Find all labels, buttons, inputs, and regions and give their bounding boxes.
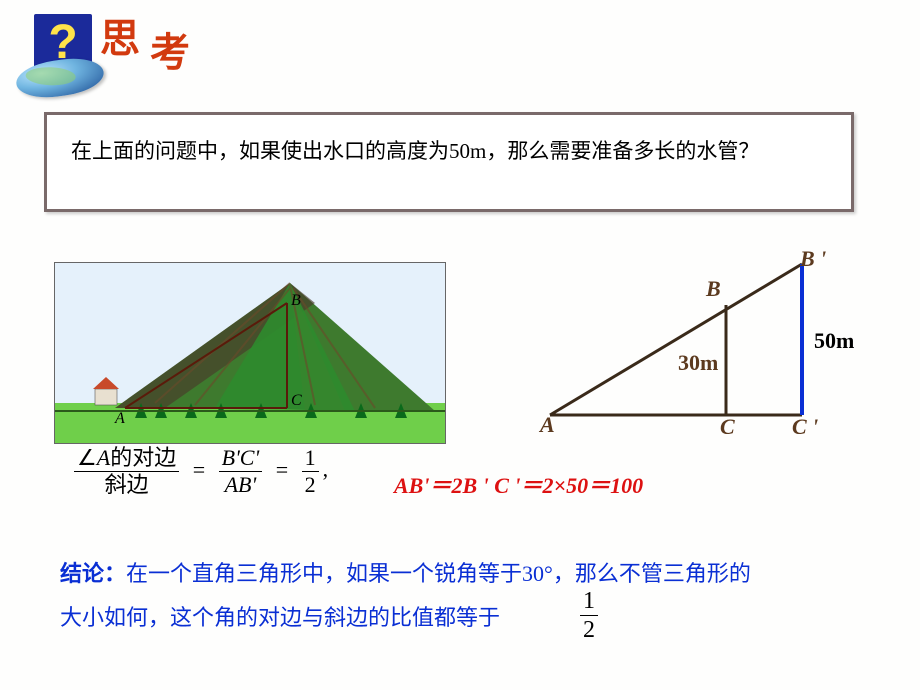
globe-icon xyxy=(14,54,106,102)
label-30m: 30m xyxy=(678,350,718,376)
conclusion-line2: 大小如何，这个角的对边与斜边的比值都等于 xyxy=(60,605,500,630)
fraction-half: 1 2 xyxy=(576,588,602,644)
question-text: 在上面的问题中，如果使出水口的高度为50m，那么需要准备多长的水管？ xyxy=(71,135,827,168)
formula-ratio: ∠A的对边 斜边 = B'C' AB' = 1 2 , xyxy=(70,446,328,497)
title-char-1: 思 xyxy=(100,16,140,61)
label-A: A xyxy=(540,412,555,438)
label-B: B xyxy=(706,276,721,302)
question-box: 在上面的问题中，如果使出水口的高度为50m，那么需要准备多长的水管？ xyxy=(44,112,854,212)
svg-text:A: A xyxy=(114,410,125,427)
label-50m: 50m xyxy=(814,328,854,354)
label-Cprime: C ' xyxy=(792,414,818,440)
triangle-diagram: A B B ' C C ' 30m 50m xyxy=(520,250,860,450)
title-char-2: 考 xyxy=(150,20,190,78)
label-C: C xyxy=(720,414,735,440)
conclusion-line1: 在一个直角三角形中，如果一个锐角等于30°，那么不管三角形的 xyxy=(126,561,751,586)
svg-text:B: B xyxy=(291,292,301,309)
formula-red: AB'＝2B ' C '＝2×50＝100 xyxy=(394,468,643,500)
svg-text:C: C xyxy=(291,392,302,409)
slide-title: 思考 xyxy=(100,6,180,64)
conclusion-label: 结论： xyxy=(60,561,126,586)
label-Bprime: B ' xyxy=(800,246,826,272)
conclusion-text: 结论：在一个直角三角形中，如果一个锐角等于30°，那么不管三角形的 大小如何，这… xyxy=(60,552,860,640)
mountain-illustration: A B C xyxy=(54,262,446,444)
